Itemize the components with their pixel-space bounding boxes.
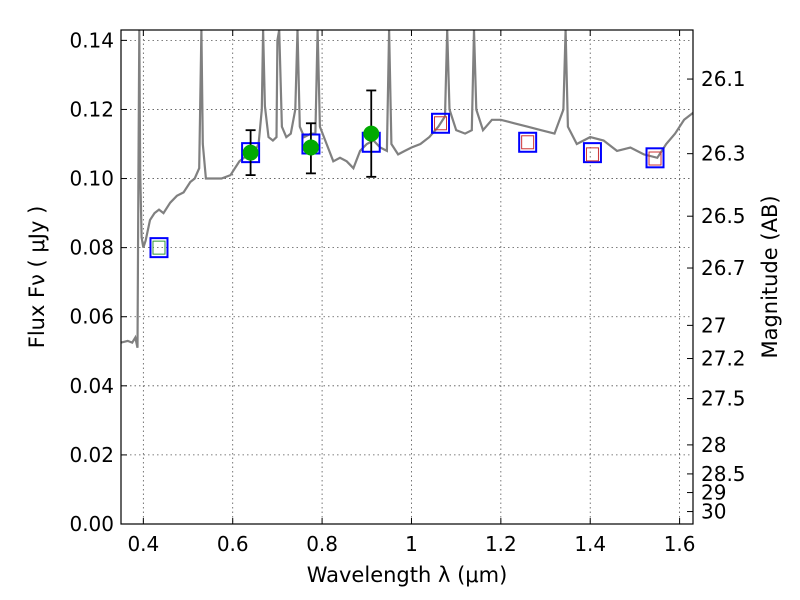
x-tick-label: 1 [405, 532, 418, 556]
y-tick-label: 0.04 [69, 374, 114, 398]
x-tick-label: 0.6 [217, 532, 249, 556]
markers-layer [149, 89, 665, 259]
y2-axis-label: Magnitude (AB) [758, 195, 782, 358]
filter-square-marker [149, 237, 169, 259]
y2-tick-label: 29 [701, 481, 726, 505]
filter-square-marker [518, 131, 538, 153]
model-flux-marker [434, 116, 448, 131]
x-tick-label: 1.4 [574, 532, 606, 556]
filter-square-marker [582, 142, 602, 164]
y2-tick-label: 30 [701, 500, 726, 524]
plot-frame [120, 29, 694, 525]
grid-lines [121, 30, 693, 524]
x-tick-label: 1.2 [485, 532, 517, 556]
spectrum-layer [121, 30, 693, 349]
filter-square-marker [645, 147, 665, 169]
y2-tick-label: 28.5 [701, 462, 746, 486]
model-flux-marker [585, 147, 599, 162]
filter-square-marker [431, 112, 451, 134]
model-flux-marker [152, 240, 166, 255]
y-axis-label: Flux Fν ( μJy ) [25, 206, 49, 349]
y2-tick-label: 27 [701, 313, 726, 337]
y2-tick-label: 26.1 [701, 67, 746, 91]
y-tick-label: 0.14 [69, 28, 114, 52]
observed-flux-point [302, 139, 319, 156]
x-axis-label: Wavelength λ (μm) [307, 563, 508, 587]
y2-tick-label: 27.2 [701, 347, 746, 371]
y-tick-label: 0.08 [69, 236, 114, 260]
x-tick-label: 0.4 [127, 532, 159, 556]
y-tick-label: 0.06 [69, 305, 114, 329]
observed-flux-point [363, 125, 380, 142]
y2-tick-label: 26.7 [701, 256, 746, 280]
y-tick-label: 0.12 [69, 97, 114, 121]
y2-tick-label: 26.3 [701, 142, 746, 166]
model-flux-marker [648, 151, 662, 166]
y2-tick-label: 27.5 [701, 387, 746, 411]
x-tick-label: 0.8 [306, 532, 338, 556]
x-tick-layer: 0.4 0.6 0.8 1 1.2 1.4 1.6 [127, 30, 696, 556]
y-tick-layer: 0.00 0.02 0.04 0.06 0.08 0.10 0.12 0.14 [69, 28, 127, 536]
model-flux-marker [521, 135, 535, 150]
y-tick-label: 0.10 [69, 167, 114, 191]
observed-flux-point [242, 144, 259, 161]
y2-tick-label: 28 [701, 433, 726, 457]
x-tick-label: 1.6 [664, 532, 696, 556]
spectrum-line [121, 30, 693, 349]
y2-tick-label: 26.5 [701, 204, 746, 228]
y-tick-label: 0.00 [69, 512, 114, 536]
y-tick-label: 0.02 [69, 443, 114, 467]
